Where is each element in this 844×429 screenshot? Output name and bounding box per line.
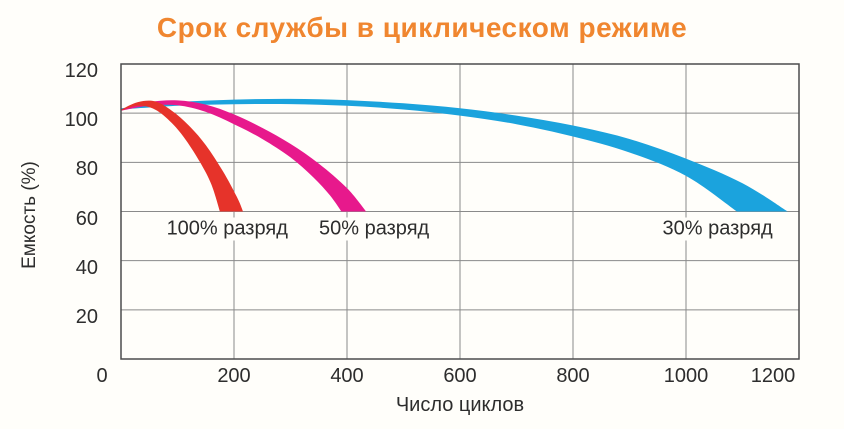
x-tick: 0: [96, 365, 108, 387]
series-label: 100% разряд: [160, 217, 294, 241]
y-tick: 60: [75, 207, 98, 230]
x-tick: 200: [217, 365, 251, 387]
band-0: [121, 98, 788, 212]
band-2: [121, 100, 243, 212]
y-tick: 40: [75, 256, 98, 279]
series-label: 50% разряд: [313, 217, 436, 241]
plot-frame: [120, 63, 800, 360]
y-tick: 120: [64, 60, 98, 82]
x-tick: 800: [556, 365, 590, 387]
y-tick: 20: [75, 305, 98, 328]
x-tick: 400: [330, 365, 364, 387]
band-1: [121, 100, 367, 212]
y-tick: 80: [75, 158, 98, 181]
chart-title: Срок службы в циклическом режиме: [156, 12, 688, 43]
series-label: 30% разряд: [656, 217, 779, 241]
x-tick: 600: [443, 365, 477, 387]
x-tick: 1000: [663, 365, 709, 387]
y-tick: 100: [64, 109, 98, 132]
y-axis-label: Емкость (%): [19, 161, 40, 269]
x-axis-label: Число циклов: [395, 394, 525, 416]
x-tick: 1200: [750, 365, 796, 387]
